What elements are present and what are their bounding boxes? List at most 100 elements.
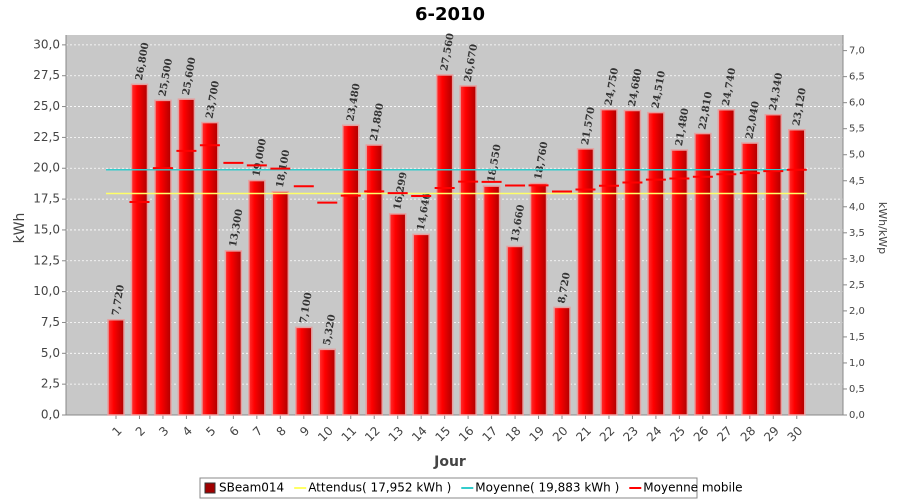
x-tick-label: 24 <box>644 424 665 445</box>
y2-tick-label: 3,5 <box>849 228 865 239</box>
bar <box>318 348 337 416</box>
chart-title: 6-2010 <box>415 4 485 25</box>
y2-tick-label: 6,5 <box>849 72 865 83</box>
y2-tick-label: 0,5 <box>849 384 865 395</box>
y2-tick-label: 2,5 <box>849 280 865 291</box>
bar <box>341 124 360 416</box>
x-tick-label: 20 <box>550 424 571 445</box>
value-label: 7,720 <box>111 284 127 317</box>
y2-axis-label: kWh/kWp <box>876 202 889 254</box>
bar <box>623 109 642 416</box>
x-tick-label: 7 <box>250 424 265 439</box>
bar <box>154 99 172 416</box>
y2-tick-label: 5,0 <box>849 150 865 161</box>
x-tick-label: 30 <box>785 424 806 445</box>
bar <box>224 250 243 416</box>
bar <box>107 319 125 416</box>
x-tick-label: 18 <box>503 424 524 445</box>
legend <box>199 477 698 499</box>
bar <box>435 74 454 416</box>
x-tick-label: 17 <box>479 424 500 445</box>
y-tick-label: 22,5 <box>33 130 60 144</box>
y2-tick-label: 1,0 <box>849 358 865 369</box>
x-tick-label: 16 <box>456 424 477 445</box>
bar <box>130 83 149 416</box>
y2-tick-label: 1,5 <box>849 332 865 343</box>
y2-tick-label: 4,5 <box>849 176 865 187</box>
bar <box>788 129 806 416</box>
y-tick-label: 15,0 <box>33 222 60 236</box>
bar <box>248 179 266 416</box>
y-tick-label: 5,0 <box>41 346 60 360</box>
x-tick-label: 8 <box>274 424 289 439</box>
legend-label: Moyenne( 19,883 kWh ) <box>475 481 619 495</box>
bar <box>506 245 524 416</box>
legend-label: Attendus( 17,952 kWh ) <box>308 481 451 495</box>
bar <box>600 108 618 416</box>
x-tick-label: 27 <box>714 424 735 445</box>
y2-tick-label: 6,0 <box>849 98 865 109</box>
y-tick-label: 0,0 <box>41 408 60 422</box>
y-tick-label: 27,5 <box>33 68 60 82</box>
bar <box>459 85 477 416</box>
y-tick-label: 17,5 <box>33 192 60 206</box>
x-tick-label: 26 <box>691 424 712 445</box>
bar <box>177 98 196 416</box>
value-label: 8,720 <box>557 272 573 305</box>
y-tick-label: 20,0 <box>33 161 60 175</box>
value-label: 5,320 <box>322 314 338 347</box>
bar <box>717 109 736 416</box>
legend-label: SBeam014 <box>219 481 284 495</box>
x-tick-label: 22 <box>597 424 618 445</box>
plot-area <box>66 35 843 415</box>
legend-label: Moyenne mobile <box>643 481 742 495</box>
bar <box>529 182 548 416</box>
bar <box>271 190 290 416</box>
bar <box>365 144 383 416</box>
bar <box>201 121 219 416</box>
bar <box>647 111 665 416</box>
y-tick-label: 12,5 <box>33 253 60 267</box>
y2-tick-label: 4,0 <box>849 202 865 213</box>
x-tick-label: 11 <box>339 424 360 445</box>
bar <box>388 213 407 416</box>
bar <box>412 233 430 416</box>
y2-tick-label: 0,0 <box>849 410 865 421</box>
x-tick-label: 5 <box>203 424 218 439</box>
bar <box>694 132 712 416</box>
bar <box>741 142 759 416</box>
y2-tick-label: 5,5 <box>849 124 865 135</box>
y2-tick-label: 2,0 <box>849 306 865 317</box>
y2-tick-label: 7,0 <box>849 46 865 57</box>
value-label: 7,100 <box>298 292 314 325</box>
x-axis-label: Jour <box>433 454 466 470</box>
x-tick-label: 25 <box>667 424 688 445</box>
bar <box>764 113 783 416</box>
x-tick-label: 15 <box>433 424 454 445</box>
y2-tick-label: 3,0 <box>849 254 865 265</box>
y-tick-label: 7,5 <box>41 315 60 329</box>
x-tick-label: 10 <box>315 424 336 445</box>
bar <box>576 148 595 416</box>
x-tick-label: 29 <box>761 424 782 445</box>
x-tick-label: 1 <box>109 424 124 439</box>
x-tick-label: 13 <box>386 424 407 445</box>
x-tick-label: 12 <box>362 424 383 445</box>
bar <box>553 306 571 416</box>
x-tick-label: 14 <box>409 424 430 445</box>
y-tick-label: 25,0 <box>33 99 60 113</box>
x-tick-label: 3 <box>156 424 171 439</box>
x-tick-label: 6 <box>227 424 242 439</box>
x-tick-label: 4 <box>180 424 195 439</box>
x-tick-label: 19 <box>526 424 547 445</box>
x-tick-label: 28 <box>738 424 759 445</box>
bar <box>295 326 313 416</box>
y-axis-label: kWh <box>12 213 28 244</box>
x-tick-label: 23 <box>620 424 641 445</box>
y-tick-label: 10,0 <box>33 284 60 298</box>
bar <box>482 185 501 416</box>
y-tick-label: 2,5 <box>41 377 60 391</box>
bar <box>670 149 689 416</box>
legend-swatch <box>204 482 216 494</box>
